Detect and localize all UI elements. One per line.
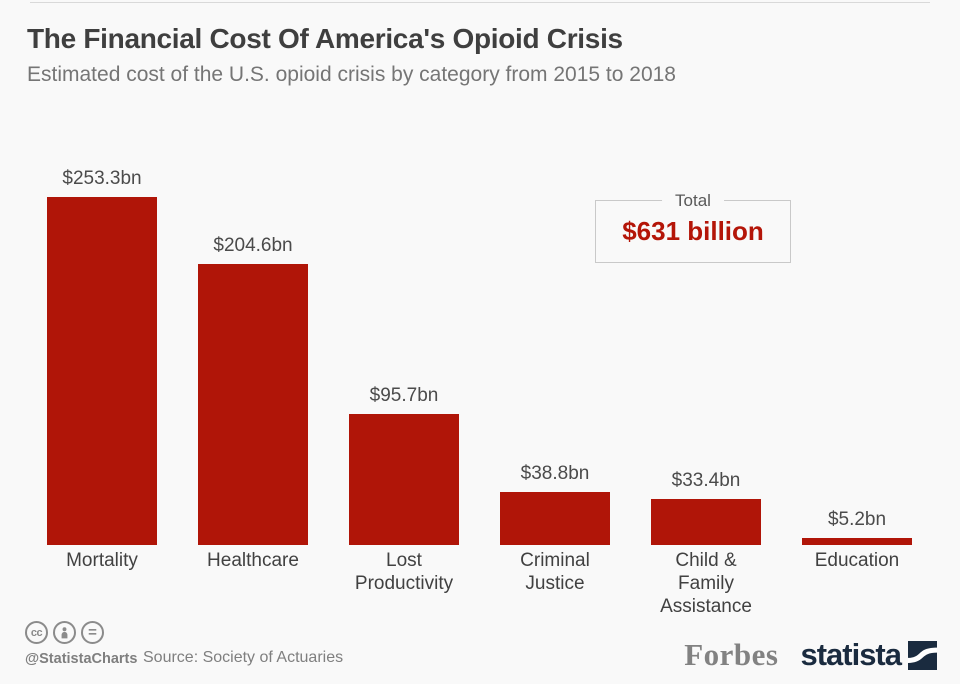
page-subtitle: Estimated cost of the U.S. opioid crisis…: [27, 63, 676, 86]
no-derivatives-icon: =: [81, 621, 104, 644]
bar-value-label: $38.8bn: [520, 463, 590, 484]
category-label: Lost Productivity: [354, 550, 454, 594]
category-label: Healthcare: [207, 550, 299, 571]
footer: cc = @StatistaCharts Source: Society of …: [0, 612, 960, 684]
statista-wordmark: statista: [800, 637, 902, 672]
bar: [802, 538, 912, 545]
bar-column: $5.2bn: [802, 508, 912, 545]
statista-swoosh-icon: [908, 640, 937, 670]
bar-chart: $253.3bn $204.6bn $95.7bn $38.8bn $33.4b…: [0, 160, 960, 618]
attribution-icon: [53, 621, 76, 644]
total-value: $631 billion: [622, 216, 764, 246]
plot-area: $253.3bn $204.6bn $95.7bn $38.8bn $33.4b…: [0, 160, 960, 545]
cc-icon: cc: [25, 621, 48, 644]
brand-logos: Forbes statista: [684, 637, 937, 673]
bar: [349, 414, 459, 545]
top-divider: [30, 2, 930, 3]
forbes-logo: Forbes: [684, 637, 779, 672]
source-text: Source: Society of Actuaries: [143, 649, 344, 666]
bar-column: $204.6bn: [198, 234, 308, 545]
total-annotation-box: Total $631 billion: [595, 191, 791, 263]
bar: [198, 264, 308, 545]
license-icons: cc =: [25, 621, 104, 644]
bar-value-label: $204.6bn: [213, 235, 293, 256]
category-label: Child & Family Assistance: [660, 550, 752, 617]
bar: [47, 197, 157, 545]
bar-value-label: $33.4bn: [671, 470, 741, 491]
bar-column: $253.3bn: [47, 167, 157, 545]
bar-value-label: $5.2bn: [827, 509, 887, 530]
category-label: Criminal Justice: [520, 550, 590, 594]
category-axis: Mortality Healthcare Lost Productivity C…: [0, 549, 960, 618]
bar-column: $33.4bn: [651, 469, 761, 545]
bar-value-label: $253.3bn: [62, 168, 142, 189]
statista-logo: statista: [800, 637, 937, 673]
bar-column: $38.8bn: [500, 462, 610, 545]
bar: [500, 492, 610, 545]
total-label: Total: [662, 191, 724, 211]
statista-charts-handle: @StatistaCharts: [25, 651, 138, 667]
bar-value-label: $95.7bn: [369, 385, 439, 406]
page-title: The Financial Cost Of America's Opioid C…: [27, 23, 623, 54]
bar-column: $95.7bn: [349, 384, 459, 545]
category-label: Mortality: [66, 550, 138, 571]
chart-header: The Financial Cost Of America's Opioid C…: [27, 22, 927, 88]
category-label: Education: [814, 550, 900, 571]
bar: [651, 499, 761, 545]
